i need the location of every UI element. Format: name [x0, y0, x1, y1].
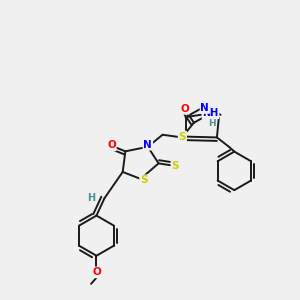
Text: S: S — [140, 175, 148, 185]
Text: N: N — [200, 103, 209, 113]
Text: NH: NH — [202, 108, 219, 118]
Text: H: H — [88, 193, 96, 203]
Text: S: S — [171, 161, 179, 171]
Text: O: O — [180, 104, 189, 114]
Text: O: O — [92, 267, 101, 277]
Text: N: N — [143, 140, 152, 150]
Text: S: S — [178, 132, 186, 142]
Text: O: O — [107, 140, 116, 150]
Text: H: H — [208, 119, 216, 128]
